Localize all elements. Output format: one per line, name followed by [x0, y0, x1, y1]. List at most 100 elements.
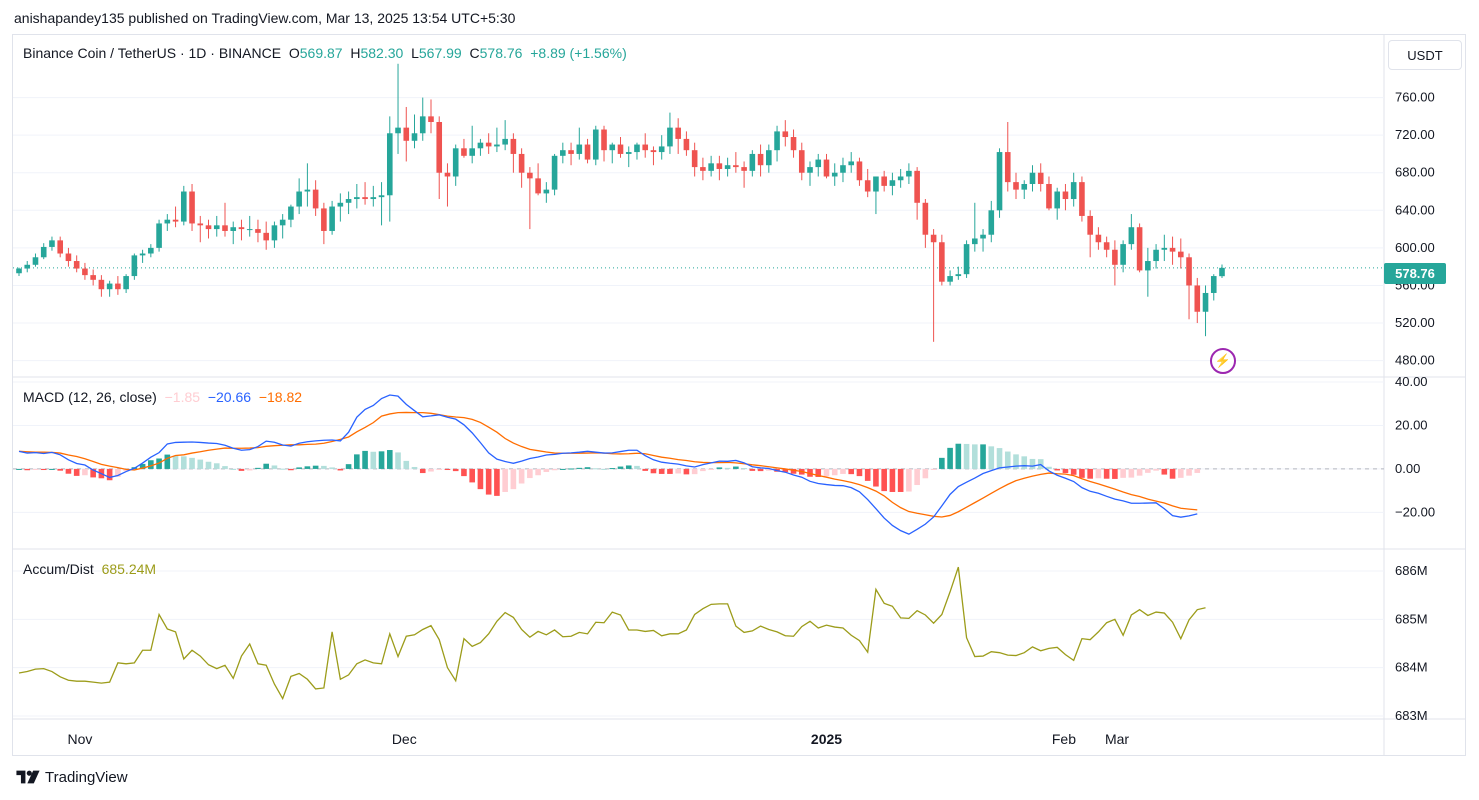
macd-histogram-bar: [667, 468, 673, 474]
candle-body: [708, 163, 714, 171]
macd-histogram-bar: [370, 451, 377, 469]
macd-histogram-bar: [82, 468, 88, 476]
candle-body: [164, 219, 171, 224]
macd-histogram-bar: [1153, 468, 1159, 471]
candle-body: [485, 142, 492, 147]
candle-body: [939, 242, 945, 282]
candle-body: [1037, 172, 1044, 184]
macd-histogram-bar: [1062, 468, 1069, 474]
macd-histogram-bar: [189, 457, 195, 469]
macd-histogram-bar: [485, 468, 492, 495]
macd-histogram-bar: [477, 468, 484, 490]
macd-histogram-bar: [527, 468, 533, 479]
macd-histogram-bar: [1169, 468, 1176, 479]
macd-histogram-bar: [782, 468, 789, 473]
candle-body: [98, 279, 105, 290]
open-value: 569.87: [299, 45, 343, 61]
candle-body: [1120, 244, 1126, 265]
candle-body: [667, 127, 673, 147]
macd-histogram-bar: [288, 468, 294, 471]
macd-histogram-bar: [790, 468, 797, 474]
macd-histogram-bar: [115, 468, 121, 477]
chart-frame: [12, 34, 1466, 756]
macd-histogram-bar: [362, 450, 368, 469]
macd-histogram-bar: [700, 468, 706, 472]
candle-body: [40, 246, 47, 258]
macd-histogram-bar: [436, 468, 443, 470]
macd-histogram-bar: [543, 468, 550, 472]
macd-histogram-bar: [584, 467, 591, 469]
candle-body: [354, 197, 360, 200]
currency-button[interactable]: USDT: [1388, 40, 1462, 70]
macd-histogram-bar: [1186, 468, 1192, 476]
candle-body: [246, 229, 253, 231]
time-tick-label: 2025: [811, 731, 842, 747]
candle-body: [650, 150, 657, 153]
price-tick-label: 760.00: [1395, 90, 1435, 105]
macd-histogram-bar: [337, 468, 344, 471]
macd-histogram-bar: [205, 461, 212, 469]
candle-body: [922, 202, 929, 235]
macd-histogram-bar: [90, 468, 96, 478]
tradingview-brand[interactable]: TradingView: [14, 768, 128, 786]
ad-value: 685.24M: [101, 561, 157, 577]
macd-histogram-bar: [1021, 456, 1028, 469]
candle-body: [658, 146, 665, 153]
candle-body: [222, 225, 228, 231]
macd-histogram-bar: [947, 447, 953, 469]
candle-body: [238, 227, 245, 230]
macd-line: [18, 394, 1198, 535]
candle-body: [32, 257, 39, 265]
macd-histogram-bar: [139, 463, 146, 469]
candle-body: [683, 138, 690, 151]
macd-histogram-bar: [510, 468, 517, 490]
macd-histogram-bar: [1177, 468, 1184, 478]
macd-histogram-bar: [757, 468, 764, 472]
candle-body: [444, 172, 451, 177]
candle-body: [411, 133, 418, 141]
candle-body: [617, 144, 624, 154]
macd-histogram-bar: [922, 468, 929, 479]
macd-histogram-bar: [675, 468, 681, 474]
macd-title: MACD (12, 26, close): [23, 389, 157, 405]
candle-body: [1153, 249, 1159, 262]
macd-histogram-bar: [683, 468, 690, 475]
candle-body: [518, 153, 525, 173]
macd-histogram-bar: [864, 468, 871, 481]
candle-body: [914, 170, 920, 203]
ad-legend: Accum/Dist 685.24M: [23, 561, 156, 577]
time-tick-label: Nov: [67, 731, 92, 747]
change-value: +8.89 (+1.56%): [530, 45, 627, 61]
price-tick-label: 600.00: [1395, 240, 1435, 255]
candle-body: [469, 148, 475, 156]
macd-histogram-bar: [963, 443, 970, 469]
macd-histogram-bar: [238, 468, 245, 471]
candle-body: [576, 144, 583, 154]
candle-body: [1136, 227, 1143, 271]
macd-line-value: −20.66: [207, 389, 252, 405]
candle-body: [148, 247, 154, 254]
macd-histogram-bar: [222, 466, 228, 469]
lightning-icon[interactable]: ⚡: [1210, 348, 1236, 374]
candle-body: [494, 144, 500, 147]
candle-body: [345, 199, 352, 203]
macd-histogram-bar: [106, 468, 113, 481]
high-value: 582.30: [360, 45, 404, 61]
close-label: C: [469, 45, 480, 61]
macd-histogram-bar: [823, 468, 830, 477]
candle-body: [988, 210, 995, 235]
candle-body: [1021, 184, 1028, 190]
candle-body: [609, 144, 616, 151]
candle-body: [897, 176, 904, 181]
candle-body: [930, 234, 937, 243]
macd-histogram-bar: [741, 468, 747, 470]
candle-body: [230, 227, 237, 231]
macd-histogram-bar: [1079, 468, 1085, 478]
candle-body: [625, 152, 632, 154]
ad-title: Accum/Dist: [23, 561, 94, 577]
candle-body: [716, 163, 723, 169]
macd-histogram-bar: [955, 443, 962, 469]
macd-histogram-bar: [164, 454, 171, 469]
candle-body: [798, 150, 805, 173]
